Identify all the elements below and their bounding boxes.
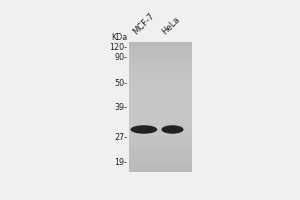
Bar xyxy=(129,167,192,172)
Bar xyxy=(129,42,192,47)
Bar xyxy=(129,98,192,103)
Text: 120-: 120- xyxy=(109,43,127,52)
Bar xyxy=(129,124,192,129)
Bar xyxy=(129,115,192,120)
Text: 39-: 39- xyxy=(114,103,127,112)
Bar xyxy=(129,146,192,150)
Bar xyxy=(129,42,192,172)
Text: 90-: 90- xyxy=(114,53,127,62)
Bar xyxy=(129,141,192,146)
Bar xyxy=(129,90,192,94)
Bar xyxy=(129,154,192,159)
Bar xyxy=(129,64,192,68)
Ellipse shape xyxy=(130,125,157,134)
Text: MCF-7: MCF-7 xyxy=(131,11,156,36)
Bar xyxy=(129,128,192,133)
Bar xyxy=(129,68,192,73)
Bar xyxy=(129,133,192,137)
Bar xyxy=(129,77,192,81)
Bar xyxy=(129,51,192,55)
Bar xyxy=(129,163,192,168)
Bar xyxy=(129,72,192,77)
Bar xyxy=(129,159,192,163)
Bar xyxy=(129,150,192,155)
Bar xyxy=(129,59,192,64)
Bar xyxy=(129,81,192,86)
Bar xyxy=(129,94,192,99)
Bar xyxy=(129,111,192,116)
Bar xyxy=(129,46,192,51)
Bar xyxy=(129,107,192,111)
Bar xyxy=(129,120,192,124)
Bar xyxy=(129,85,192,90)
Text: 19-: 19- xyxy=(114,158,127,167)
Ellipse shape xyxy=(161,125,184,134)
Bar xyxy=(129,137,192,142)
Text: HeLa: HeLa xyxy=(160,15,182,36)
Bar xyxy=(129,103,192,107)
Bar xyxy=(129,55,192,60)
Text: 50-: 50- xyxy=(114,79,127,88)
Text: KDa: KDa xyxy=(111,33,127,42)
Text: 27-: 27- xyxy=(114,133,127,142)
